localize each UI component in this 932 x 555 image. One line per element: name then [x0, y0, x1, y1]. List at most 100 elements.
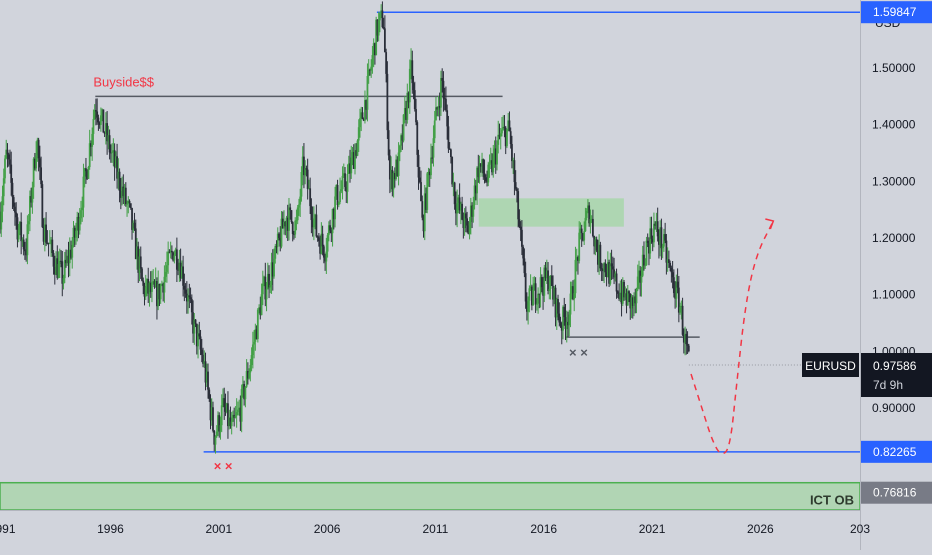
- candle-body: [498, 134, 501, 137]
- candle-body: [365, 100, 368, 110]
- candle-body: [217, 415, 219, 432]
- candle-body: [235, 412, 238, 416]
- candle-body: [457, 197, 460, 203]
- candle-body: [679, 307, 681, 313]
- candle-body: [357, 127, 360, 141]
- x-marker-1: × ×: [569, 345, 588, 360]
- candle-body: [276, 233, 279, 247]
- candle-body: [529, 286, 532, 289]
- candle-body: [579, 228, 582, 233]
- candle-body: [428, 171, 431, 176]
- candle-body: [570, 286, 573, 294]
- buyside-label: Buyside$$: [93, 74, 154, 89]
- candle-body: [36, 139, 39, 156]
- candle-body: [106, 123, 109, 142]
- candle-body: [70, 249, 72, 258]
- candle-body: [162, 283, 165, 293]
- countdown-label: 7d 9h: [873, 378, 903, 392]
- candle-body: [459, 203, 462, 211]
- candle-body: [587, 205, 589, 211]
- candle-body: [310, 206, 313, 221]
- candle-body: [316, 236, 319, 238]
- candle-body: [220, 405, 223, 426]
- candle-body: [184, 289, 187, 294]
- candle-body: [156, 281, 158, 307]
- candle-body: [508, 120, 511, 132]
- candle-body: [656, 221, 659, 237]
- candle-body: [651, 238, 654, 243]
- candle-body: [513, 160, 516, 183]
- candle-body: [119, 190, 122, 198]
- candle-body: [158, 284, 161, 300]
- candle-body: [335, 185, 338, 197]
- supply-zone-0: [478, 198, 624, 227]
- time-axis[interactable]: 1991 1996 2001 2006 2011 2016 2021 2026 203: [0, 522, 870, 536]
- candle-body: [522, 246, 525, 259]
- candle-body: [645, 240, 648, 266]
- candle-body: [605, 272, 608, 277]
- candle-body: [648, 243, 650, 254]
- candle-body: [349, 163, 351, 174]
- candle-body: [628, 291, 630, 294]
- x-marker-0: × ×: [214, 458, 233, 473]
- candle-body: [604, 263, 607, 273]
- candle-body: [163, 276, 166, 293]
- candle-body: [411, 60, 414, 84]
- candle-body: [88, 143, 91, 168]
- candle-body: [62, 278, 65, 284]
- candle-body: [204, 361, 207, 383]
- candle-body: [625, 293, 628, 306]
- candle-body: [676, 281, 679, 288]
- candle-body: [558, 313, 561, 323]
- candle-body: [256, 309, 259, 340]
- candle-body: [275, 246, 278, 248]
- candle-body: [194, 319, 197, 324]
- candle-body: [179, 262, 182, 279]
- ict-ob-zone: [0, 481, 861, 511]
- candle-body: [362, 118, 365, 121]
- candle-body: [359, 118, 361, 128]
- candle-body: [620, 292, 623, 304]
- candle-body: [229, 417, 232, 427]
- candle-body: [73, 227, 76, 238]
- candle-body: [111, 152, 114, 154]
- candle-body: [483, 173, 486, 178]
- candle-body: [0, 211, 3, 230]
- candle-body: [114, 156, 117, 168]
- candle-body: [552, 285, 554, 300]
- candle-body: [219, 425, 222, 432]
- time-tick-label: 2026: [747, 522, 774, 536]
- candle-body: [594, 239, 597, 247]
- candle-body: [101, 109, 104, 116]
- candle-body: [660, 227, 663, 249]
- candle-body: [511, 144, 513, 162]
- candle-body: [640, 275, 643, 283]
- candle-body: [639, 270, 642, 283]
- candle-body: [264, 276, 267, 300]
- candle-body: [448, 148, 451, 150]
- candle-body: [10, 164, 13, 183]
- candle-body: [383, 28, 386, 53]
- candle-body: [146, 279, 148, 287]
- candle-body: [575, 257, 578, 260]
- candle-body: [681, 305, 684, 335]
- last-price-label: 0.97586: [873, 359, 917, 373]
- candle-body: [255, 329, 258, 340]
- candle-body: [213, 430, 216, 445]
- candle-body: [585, 210, 588, 218]
- candle-body: [295, 220, 298, 222]
- candle-body: [284, 221, 287, 227]
- candle-body: [92, 119, 95, 134]
- candle-body: [63, 259, 66, 279]
- candle-body: [608, 262, 610, 284]
- candle-body: [46, 242, 49, 244]
- price-axis[interactable]: USD 0.900001.000001.100001.200001.300001…: [872, 16, 916, 415]
- candle-body: [152, 281, 155, 283]
- candle-body: [484, 177, 487, 182]
- candle-body: [407, 92, 410, 103]
- candle-body: [599, 244, 602, 269]
- candle-body: [214, 436, 217, 445]
- candle-body: [417, 154, 420, 178]
- candle-body: [598, 244, 601, 265]
